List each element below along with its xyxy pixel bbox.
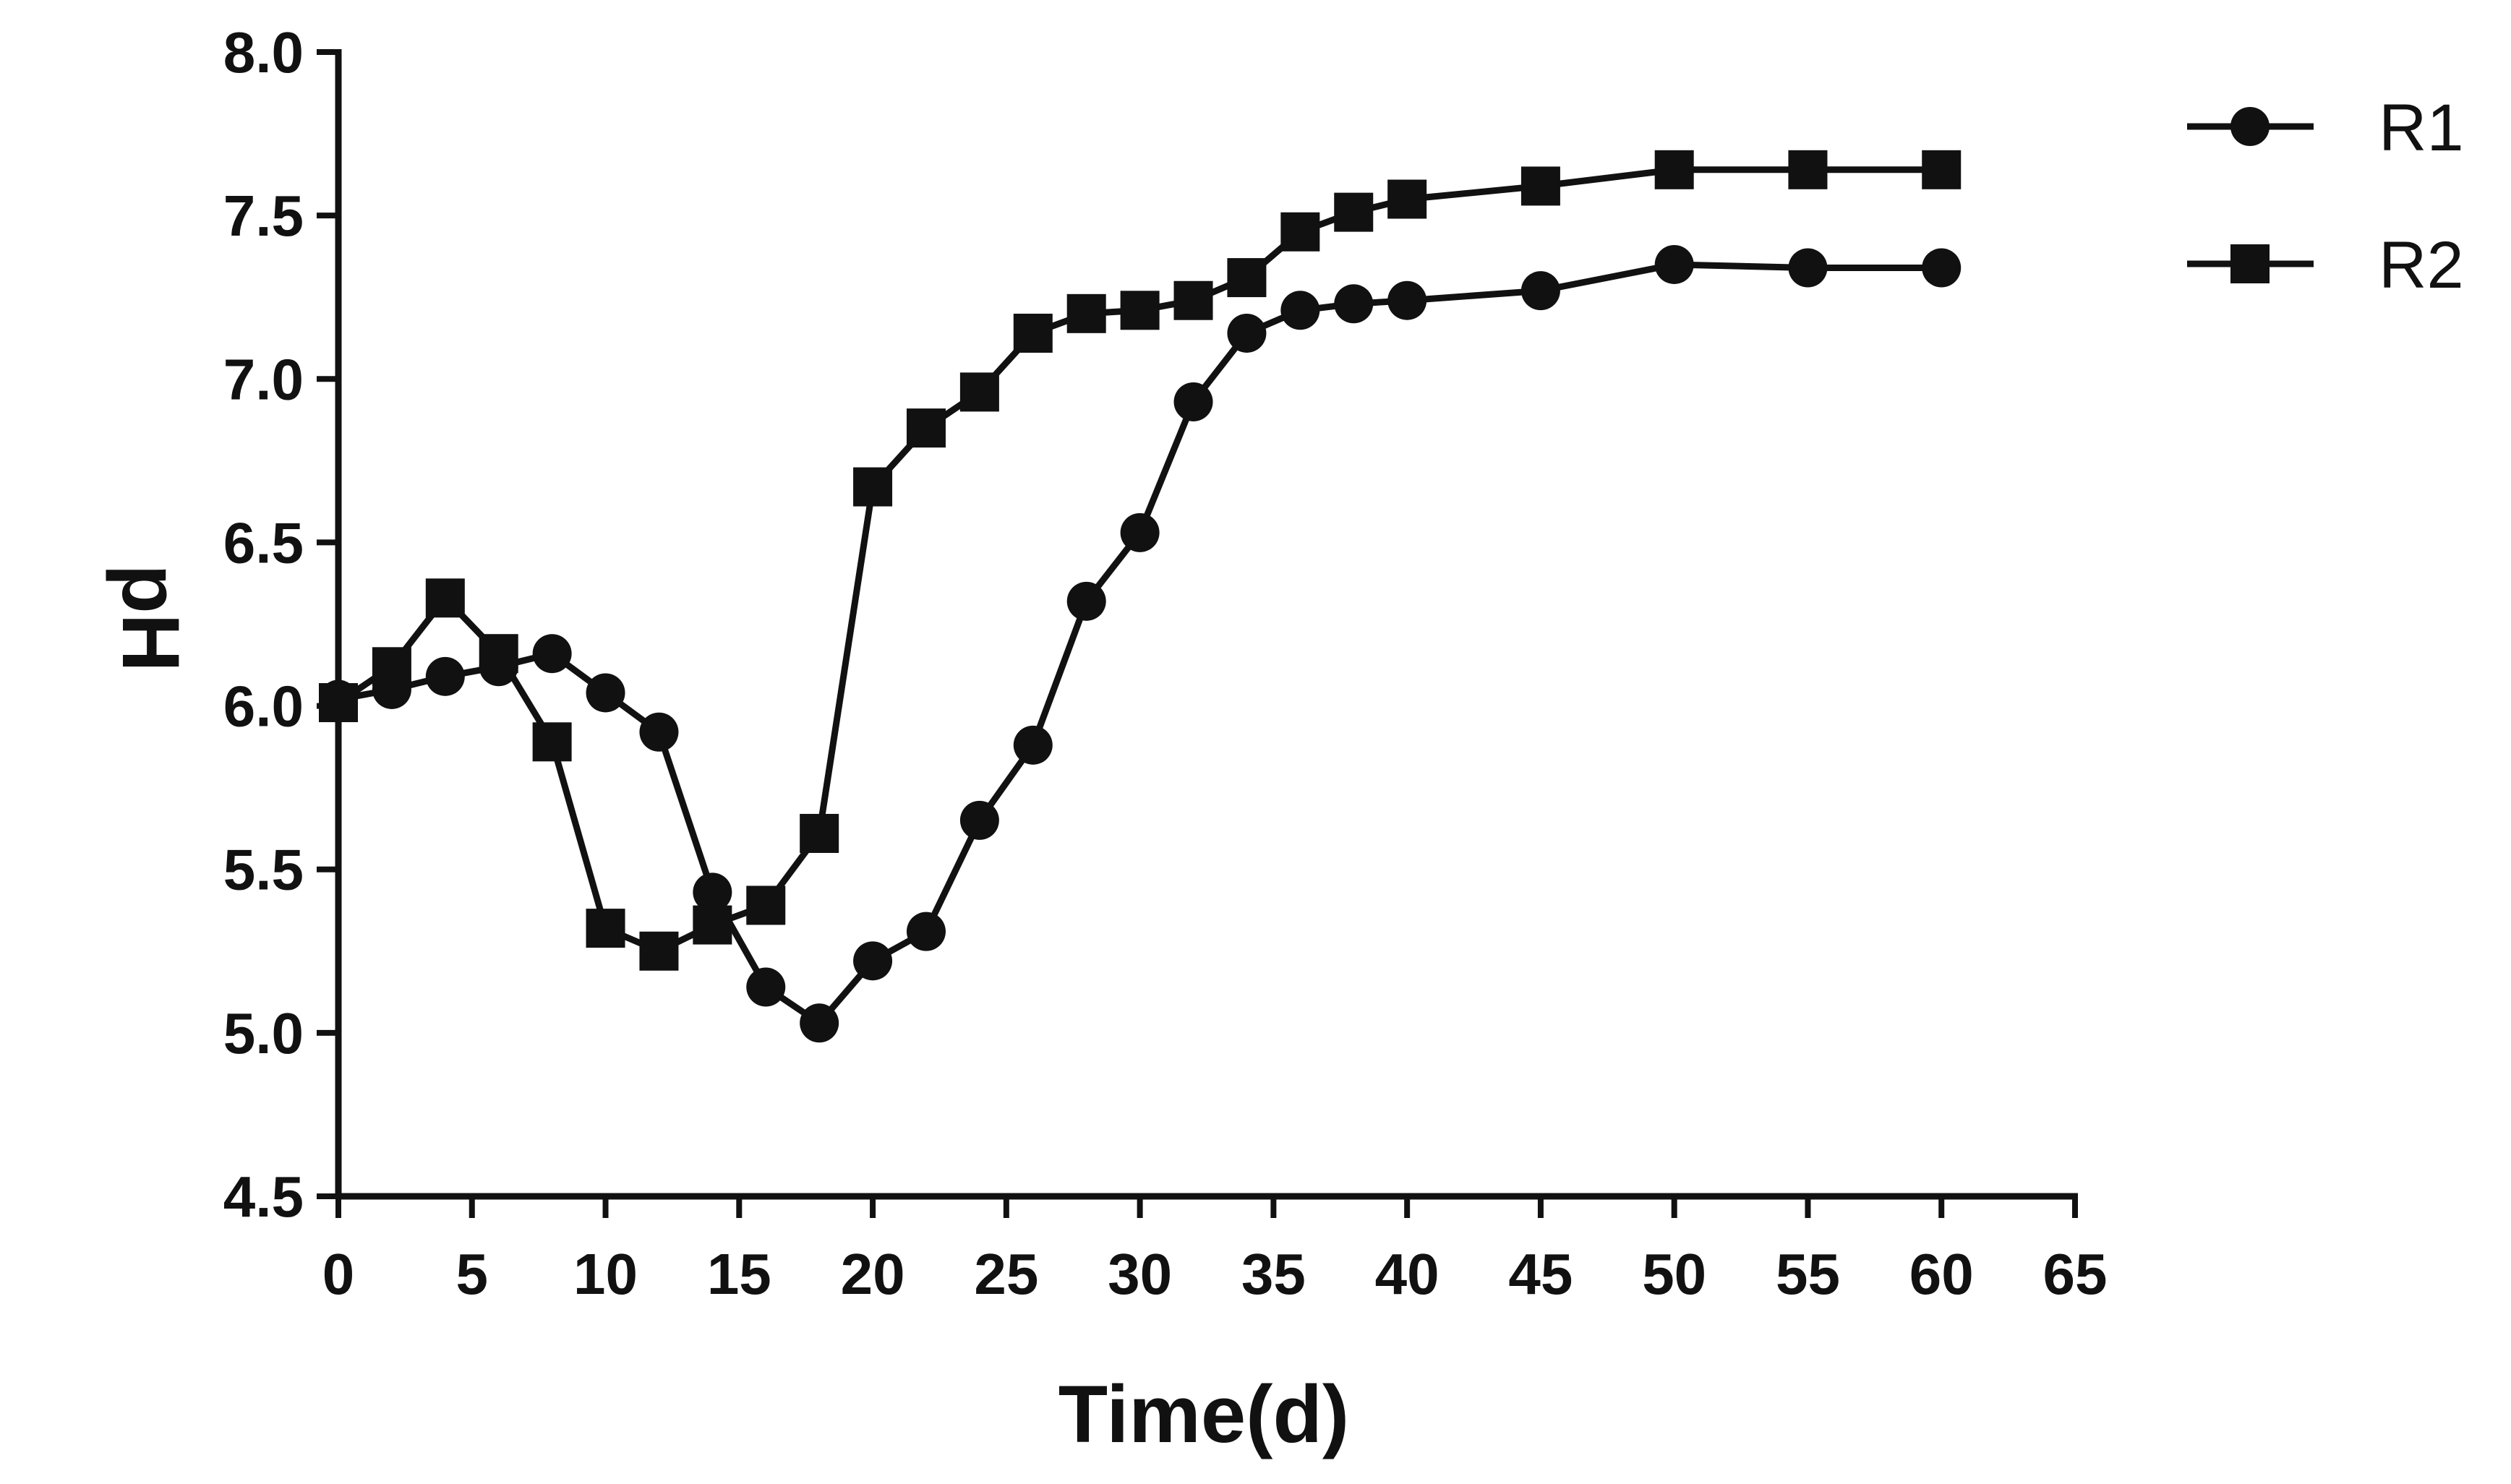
data-point-r2 — [1788, 150, 1828, 189]
data-point-r2 — [532, 722, 572, 762]
series-r2 — [319, 150, 1962, 971]
data-point-r1 — [1334, 284, 1374, 324]
x-tick-label: 25 — [974, 1242, 1038, 1306]
data-point-r2 — [1520, 166, 1560, 206]
data-point-r2 — [1922, 150, 1962, 189]
data-point-r2 — [1066, 293, 1106, 333]
data-point-r1 — [1922, 248, 1962, 288]
series-layer — [319, 150, 1962, 1043]
data-point-r2 — [425, 578, 465, 618]
data-point-r2 — [319, 683, 358, 723]
x-tick-label: 30 — [1108, 1242, 1172, 1306]
x-axis-title: Time(d) — [1058, 1369, 1349, 1459]
data-point-r2 — [1013, 313, 1053, 353]
data-point-r1 — [1227, 313, 1267, 353]
x-tick-label: 55 — [1776, 1242, 1840, 1306]
y-tick-label: 8.0 — [223, 20, 304, 85]
x-tick-label: 15 — [707, 1242, 771, 1306]
data-point-r2 — [372, 647, 411, 687]
data-point-r1 — [1120, 512, 1160, 552]
data-point-r2 — [1334, 192, 1374, 232]
legend-label-r2: R2 — [2379, 228, 2464, 302]
legend-marker-r2 — [2230, 244, 2270, 283]
legend-item-r1: R1 — [2187, 91, 2464, 165]
legend: R1 R2 — [2187, 91, 2464, 302]
data-point-r1 — [1173, 382, 1213, 421]
data-point-r1 — [425, 656, 465, 696]
data-point-r1 — [1520, 271, 1560, 311]
x-tick-label: 5 — [456, 1242, 489, 1306]
data-point-r2 — [1120, 291, 1160, 330]
x-tick-label: 35 — [1241, 1242, 1306, 1306]
data-point-r1 — [800, 1003, 839, 1043]
data-point-r1 — [639, 712, 679, 752]
data-point-r1 — [1066, 581, 1106, 621]
data-point-r2 — [1173, 280, 1213, 320]
data-point-r1 — [1013, 725, 1053, 765]
x-tick-label: 10 — [573, 1242, 638, 1306]
data-point-r1 — [1387, 280, 1427, 320]
x-tick-label: 40 — [1375, 1242, 1440, 1306]
y-tick-label: 6.0 — [223, 674, 304, 739]
data-point-r2 — [906, 408, 946, 448]
x-tick-label: 60 — [1909, 1242, 1974, 1306]
y-tick-label: 7.0 — [223, 347, 304, 411]
data-point-r1 — [693, 872, 732, 912]
data-point-r2 — [693, 905, 732, 945]
data-point-r1 — [1654, 244, 1694, 284]
y-tick-label: 6.5 — [223, 510, 304, 575]
data-point-r2 — [853, 467, 893, 507]
data-point-r1 — [853, 941, 893, 981]
y-tick-label: 4.5 — [223, 1165, 304, 1229]
data-point-r2 — [959, 372, 999, 412]
x-tick-label: 0 — [322, 1242, 355, 1306]
legend-label-r1: R1 — [2379, 91, 2464, 165]
y-ticks: 4.5 5.0 5.5 6.0 6.5 7.0 7.5 8.0 — [223, 20, 338, 1229]
data-point-r1 — [959, 800, 999, 840]
y-tick-label: 5.0 — [223, 1001, 304, 1065]
data-point-r1 — [746, 967, 786, 1007]
data-point-r2 — [1654, 150, 1694, 189]
data-point-r2 — [479, 634, 518, 674]
legend-item-r2: R2 — [2187, 228, 2464, 302]
x-tick-label: 65 — [2043, 1242, 2108, 1306]
legend-marker-r1 — [2230, 107, 2270, 146]
x-ticks: 0 5 10 15 20 25 30 35 40 45 50 55 60 65 — [322, 1196, 2108, 1306]
x-tick-label: 45 — [1508, 1242, 1573, 1306]
data-point-r2 — [639, 931, 679, 971]
data-point-r2 — [1227, 258, 1267, 298]
data-point-r1 — [532, 634, 572, 674]
y-tick-label: 5.5 — [223, 838, 304, 902]
data-point-r2 — [1387, 179, 1427, 219]
data-point-r2 — [586, 909, 625, 948]
data-point-r2 — [1280, 212, 1320, 252]
data-point-r1 — [586, 673, 625, 713]
data-point-r2 — [800, 813, 839, 853]
data-point-r1 — [1788, 248, 1828, 288]
x-tick-label: 20 — [841, 1242, 905, 1306]
y-tick-label: 7.5 — [223, 184, 304, 248]
data-point-r2 — [746, 885, 786, 925]
data-point-r1 — [1280, 291, 1320, 330]
axes: 4.5 5.0 5.5 6.0 6.5 7.0 7.5 8.0 0 5 10 15 20 25 30 35 4… — [223, 20, 2108, 1306]
data-point-r1 — [906, 912, 946, 951]
x-tick-label: 50 — [1642, 1242, 1706, 1306]
y-axis-title: pH — [106, 564, 196, 672]
